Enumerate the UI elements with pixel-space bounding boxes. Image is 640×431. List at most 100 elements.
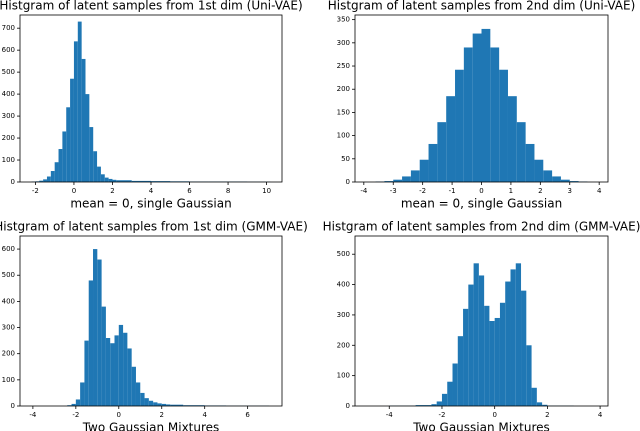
histogram-bar (384, 181, 394, 182)
y-tick-label: 350 (337, 16, 350, 24)
histogram-bar (463, 308, 469, 406)
histogram-bar (419, 159, 429, 182)
chart-title: Histgram of latent samples from 1st dim … (0, 220, 308, 234)
y-tick-label: 200 (337, 341, 350, 349)
histogram-bar (507, 96, 517, 182)
axes-frame (19, 235, 283, 407)
histogram-bar (436, 401, 442, 406)
histogram-bar (543, 170, 553, 182)
histogram-bar (560, 179, 570, 182)
histogram-bar (457, 336, 464, 406)
y-tick-label: 100 (337, 132, 350, 140)
chart-title: Histgram of latent samples from 1st dim … (0, 0, 303, 13)
histogram-bar (127, 348, 132, 406)
histogram-bar (431, 404, 437, 406)
x-axis-label: Two Gaussian Mixtures (412, 421, 550, 431)
histogram-bar (472, 33, 482, 182)
histogram-bar (81, 58, 86, 182)
x-tick-label: 0 (72, 187, 76, 195)
histogram-bar (505, 281, 511, 406)
histogram-bar (108, 178, 113, 182)
histogram-bar (415, 405, 432, 406)
y-tick-label: 700 (2, 24, 15, 32)
x-tick-label: -2 (419, 187, 426, 195)
histogram-bar (62, 131, 67, 182)
histogram-bar (148, 400, 154, 406)
histogram-bar (97, 259, 102, 406)
y-tick-label: 200 (2, 134, 15, 142)
x-tick-label: 2 (160, 411, 164, 419)
histogram-bar (46, 176, 51, 182)
histogram-bar (104, 177, 109, 182)
x-axis-label: mean = 0, single Gaussian (70, 197, 231, 211)
histogram-bar (66, 107, 71, 182)
histogram-bar (494, 317, 500, 406)
x-tick-label: 0 (117, 411, 121, 419)
histogram-bar (71, 403, 76, 406)
histogram-bar (93, 151, 98, 182)
histogram-bar (484, 305, 490, 406)
histogram-bar (452, 363, 458, 406)
chart-title: Histgram of latent samples from 2nd dim … (328, 0, 636, 13)
histogram-bar (93, 249, 98, 406)
y-tick-label: 150 (337, 108, 350, 116)
histogram-bar (402, 176, 411, 182)
x-tick-label: -4 (29, 411, 37, 419)
histogram-bar (441, 393, 448, 406)
histogram-bar (39, 180, 44, 182)
histogram-bar (88, 280, 94, 406)
histogram-bar (116, 180, 132, 182)
chart-title: Histgram of latent samples from 2nd dim … (323, 220, 640, 234)
histogram-bar (118, 324, 124, 406)
histogram-bar (123, 332, 128, 406)
x-tick-label: 8 (226, 187, 230, 195)
histogram-bar (131, 180, 151, 182)
x-tick-label: -1 (449, 187, 456, 195)
x-axis-label: Two Gaussian Mixtures (82, 421, 220, 431)
y-tick-label: 0 (346, 402, 350, 410)
histogram-bar (481, 28, 491, 182)
x-tick-label: -3 (390, 187, 397, 195)
y-tick-label: 200 (2, 350, 15, 358)
histogram-bar (510, 269, 516, 406)
histogram-bar (84, 340, 89, 406)
histogram-bar (131, 366, 136, 406)
y-tick-label: 0 (11, 402, 15, 410)
histogram-bar (170, 404, 184, 406)
histogram-bar (569, 181, 579, 182)
x-tick-label: 4 (149, 187, 154, 195)
x-tick-label: 2 (538, 187, 542, 195)
y-tick-label: 600 (2, 46, 15, 54)
histogram-bar (478, 275, 485, 406)
histogram-bar (428, 143, 438, 182)
histogram-bar (161, 403, 167, 406)
histogram-bar (489, 321, 495, 406)
histogram-bar (43, 179, 47, 182)
histogram-bar (54, 162, 59, 182)
y-tick-label: 500 (2, 271, 15, 279)
histogram-bar (151, 181, 171, 182)
x-tick-label: -2 (438, 411, 445, 419)
y-tick-label: 50 (341, 155, 350, 163)
x-tick-label: 10 (262, 187, 271, 195)
histogram-bar (97, 166, 101, 182)
histogram-bar (542, 404, 548, 406)
histogram-bar (114, 335, 119, 406)
histogram-bar (437, 122, 447, 182)
histogram-bar (157, 403, 162, 406)
histogram-bar (58, 149, 63, 182)
histogram-bar (526, 345, 532, 406)
x-tick-label: 6 (187, 187, 192, 195)
axes-frame (354, 235, 609, 407)
x-tick-label: 2 (110, 187, 114, 195)
histogram-bar (534, 159, 544, 182)
y-tick-label: 500 (337, 250, 350, 258)
y-tick-label: 400 (337, 281, 350, 289)
histogram-bar (110, 343, 115, 406)
y-tick-label: 0 (11, 178, 15, 186)
histogram-bar (105, 338, 111, 406)
x-tick-label: 4 (202, 411, 207, 419)
histogram-bar (393, 179, 403, 182)
histogram-bar (153, 402, 158, 406)
